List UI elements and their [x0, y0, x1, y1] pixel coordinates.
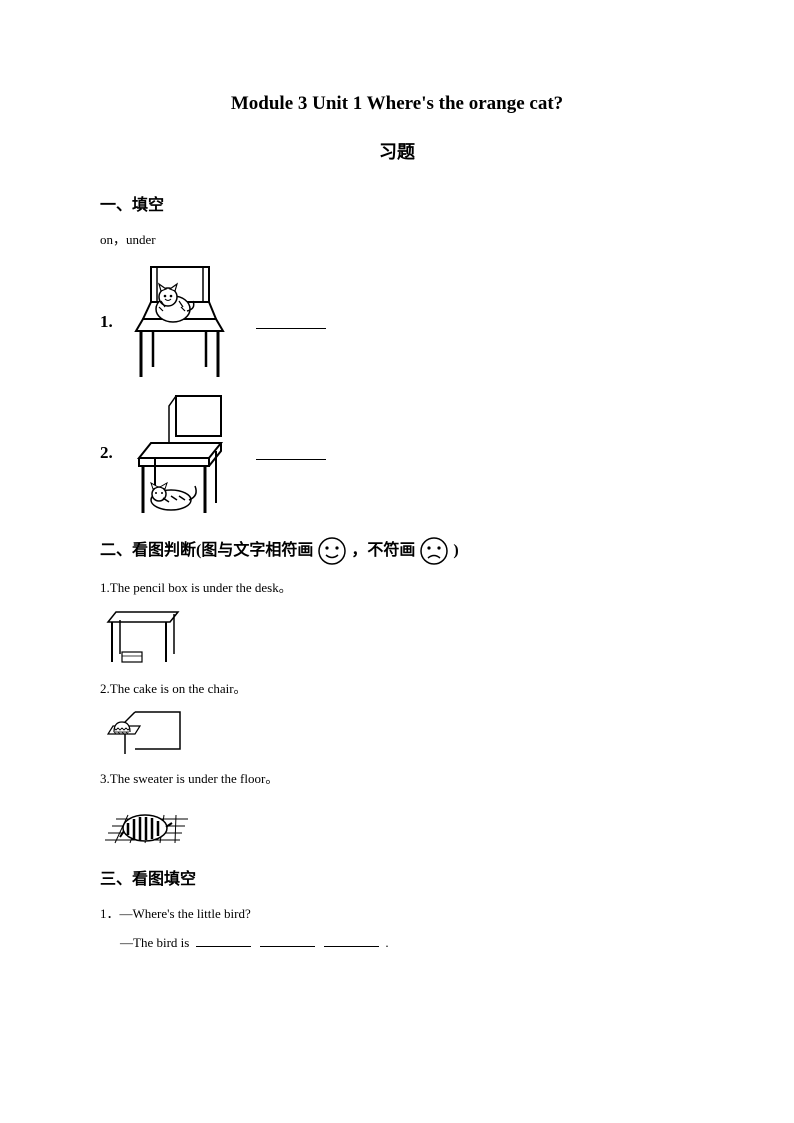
fill-num-2: 2. — [100, 440, 113, 466]
cake-chair-icon — [100, 704, 190, 759]
section1-heading: 一、填空 — [100, 194, 694, 218]
blank-1[interactable] — [256, 315, 326, 329]
page-subtitle: 习题 — [100, 139, 694, 166]
desk-pencilbox-icon — [100, 604, 185, 669]
section2-heading-part1: 二、看图判断(图与文字相符画 — [100, 539, 313, 563]
sad-face-icon — [419, 536, 449, 566]
sweater-floor-icon — [100, 795, 195, 850]
q2-2-text: 2.The cake is on the chair。 — [100, 679, 694, 699]
fill-item-2: 2. — [100, 388, 694, 518]
section3-heading: 三、看图填空 — [100, 868, 694, 892]
section2-heading-part3: ) — [453, 539, 458, 563]
blank-3a[interactable] — [196, 935, 251, 947]
cat-on-chair-icon — [121, 259, 236, 384]
blank-3b[interactable] — [260, 935, 315, 947]
blank-2[interactable] — [256, 446, 326, 460]
smiley-face-icon — [317, 536, 347, 566]
q2-3-text: 3.The sweater is under the floor。 — [100, 769, 694, 789]
fill-item-1: 1. — [100, 259, 694, 384]
cat-under-chair-icon — [121, 388, 236, 518]
q3-1-suffix: . — [385, 935, 388, 950]
q3-1-line1: 1．—Where's the little bird? — [100, 904, 694, 924]
section2-heading: 二、看图判断(图与文字相符画 ，不符画 ) — [100, 536, 694, 566]
word-bank: on，under — [100, 230, 694, 250]
fill-num-1: 1. — [100, 309, 113, 335]
q3-1-line2: —The bird is . — [120, 933, 694, 953]
section2-heading-part2: ，不符画 — [351, 539, 415, 563]
q3-1-prefix: —The bird is — [120, 935, 193, 950]
q2-1-text: 1.The pencil box is under the desk。 — [100, 578, 694, 598]
page-title: Module 3 Unit 1 Where's the orange cat? — [100, 90, 694, 119]
blank-3c[interactable] — [324, 935, 379, 947]
